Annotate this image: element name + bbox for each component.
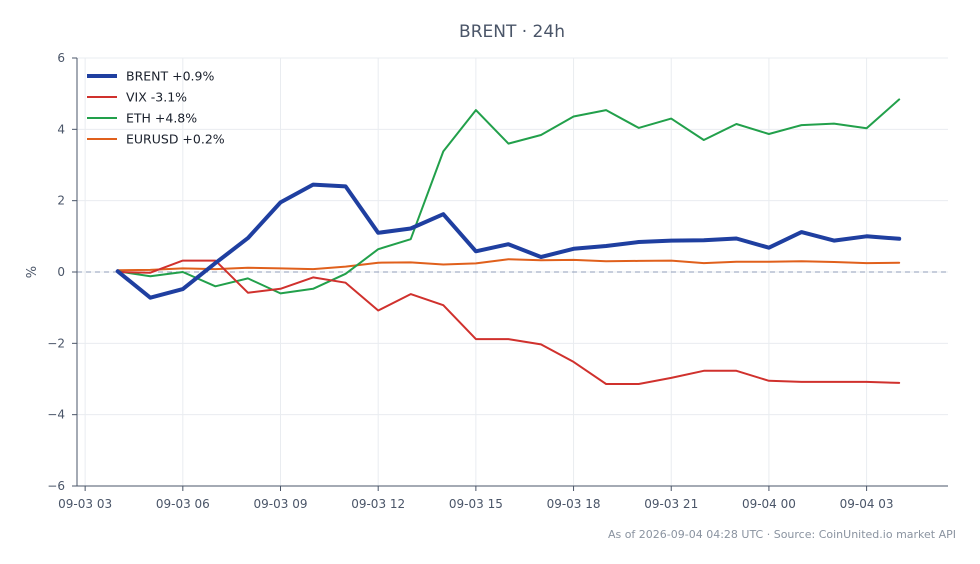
axes: 09-03 03 09-03 06 09-03 09 09-03 12 09-03 15… xyxy=(47,51,948,511)
series-line xyxy=(116,258,901,272)
y-axis-label: % xyxy=(25,266,40,278)
chart-title: BRENT · 24h xyxy=(459,22,565,42)
y-tick-label: 0 xyxy=(57,265,65,279)
x-tick-label: 09-03 21 xyxy=(644,497,698,511)
series-line xyxy=(116,98,901,295)
x-tick-label: 09-04 03 xyxy=(840,497,894,511)
y-tick-label: −4 xyxy=(47,408,65,422)
y-tick-label: 2 xyxy=(57,194,65,208)
y-tick-label: 6 xyxy=(57,51,65,65)
series-line xyxy=(115,182,902,300)
x-tick-label: 09-03 09 xyxy=(254,497,308,511)
source-footnote: As of 2026-09-04 04:28 UTC · Source: Coi… xyxy=(608,528,956,541)
legend-label: VIX -3.1% xyxy=(126,90,187,105)
x-tick-label: 09-03 18 xyxy=(547,497,601,511)
x-tick-label: 09-03 12 xyxy=(351,497,405,511)
x-tick-label: 09-03 15 xyxy=(449,497,503,511)
legend-label: EURUSD +0.2% xyxy=(126,132,225,147)
y-tick-label: 4 xyxy=(57,122,65,136)
legend-label: BRENT +0.9% xyxy=(126,69,214,84)
x-tick-label: 09-03 03 xyxy=(58,497,112,511)
series-lines xyxy=(115,98,902,385)
y-tick-label: −2 xyxy=(47,336,65,350)
x-tick-label: 09-04 00 xyxy=(742,497,796,511)
legend: BRENT +0.9% VIX -3.1% ETH +4.8% EURUSD +0.2… xyxy=(87,69,225,147)
series-line xyxy=(116,259,901,385)
legend-label: ETH +4.8% xyxy=(126,111,197,126)
x-tick-label: 09-03 06 xyxy=(156,497,210,511)
y-tick-label: −6 xyxy=(47,479,65,493)
